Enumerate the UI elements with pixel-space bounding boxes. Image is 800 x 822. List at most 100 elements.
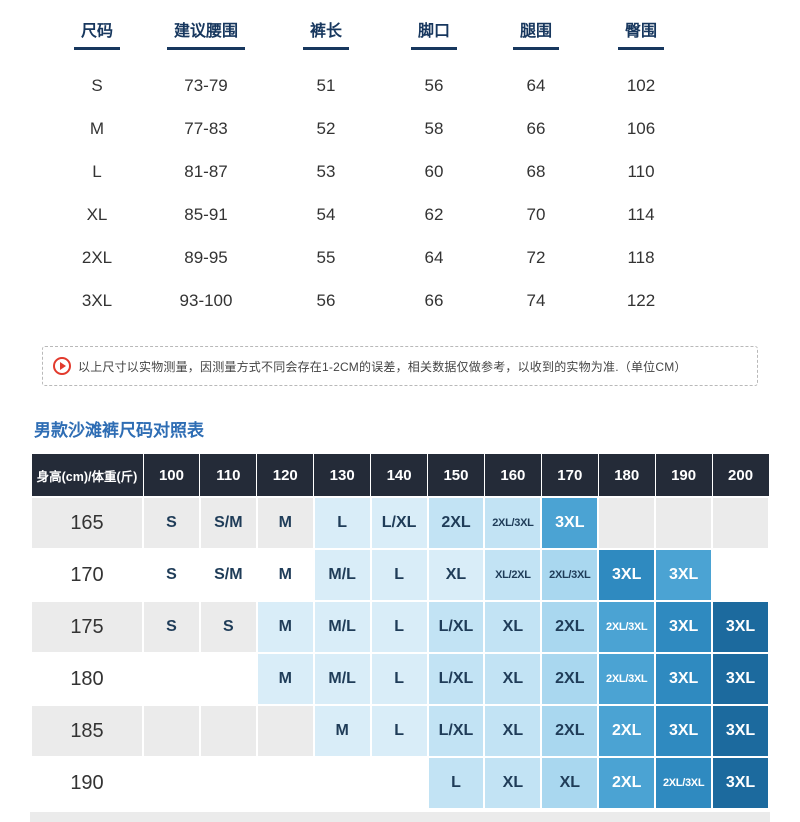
size-value-cell: 58	[424, 118, 444, 138]
matrix-size-cell: L/XL	[426, 652, 486, 706]
size-value-cell: 72	[526, 247, 546, 267]
matrix-size-cell: XL	[483, 652, 543, 706]
size-name-cell: L	[92, 161, 102, 181]
matrix-size-cell: L	[369, 600, 429, 654]
size-value-cell: 106	[626, 118, 656, 138]
size-value-cell: 62	[424, 204, 444, 224]
size-header-label: 裤长	[302, 17, 349, 50]
size-value-cell: 53	[316, 161, 336, 181]
matrix-size-cell: 3XL	[711, 704, 770, 758]
matrix-size-cell: 3XL	[540, 496, 600, 550]
size-header-label: 脚口	[410, 17, 457, 50]
matrix-weight-header: 100	[142, 453, 201, 498]
size-name-cell: 2XL	[81, 247, 113, 267]
size-header-label: 臀围	[617, 17, 664, 50]
matrix-size-cell	[142, 704, 201, 758]
size-table-header-row: 尺码 建议腰围 裤长 脚口 腿围 臀围	[52, 8, 696, 64]
size-header-cell: 腿围	[486, 8, 586, 64]
size-table-row: L 81-87 53 60 68 110	[52, 150, 696, 193]
matrix-weight-header: 130	[313, 453, 372, 498]
matrix-size-cell: 2XL	[597, 704, 657, 758]
matrix-size-cell: L	[312, 496, 372, 550]
size-table-body: S 73-79 51 56 64 102 M 77-83 52 58 66 106 L 81-87 53 60…	[52, 64, 696, 322]
matrix-size-cell: M	[255, 652, 315, 706]
size-matrix-table: 身高(cm)/体重(斤) 100 110 120 130 140 150 160 170 180 1…	[30, 453, 770, 810]
matrix-weight-header: 120	[256, 453, 315, 498]
matrix-size-cell: XL	[483, 704, 543, 758]
size-value-cell: 89-95	[184, 247, 228, 267]
size-header-label: 建议腰围	[166, 17, 245, 50]
matrix-size-cell: 3XL	[711, 600, 770, 654]
size-table: 尺码 建议腰围 裤长 脚口 腿围 臀围 S 73-79 51 56 64 102 M 77-83 52 58…	[52, 8, 696, 322]
matrix-size-cell	[198, 652, 258, 706]
size-table-row: S 73-79 51 56 64 102	[52, 64, 696, 107]
matrix-size-cell	[654, 496, 714, 550]
matrix-height-cell: 165	[30, 496, 144, 550]
matrix-size-cell: M	[312, 704, 372, 758]
matrix-row: 190 L XL XL 2XL 2XL/3XL 3XL	[30, 756, 770, 810]
matrix-height-cell: 190	[30, 756, 144, 810]
arrow-right-circle-icon	[53, 357, 71, 375]
next-row-sliver	[30, 812, 770, 822]
matrix-height-cell: 185	[30, 704, 144, 758]
size-value-cell: 114	[627, 204, 655, 224]
matrix-size-cell	[711, 548, 770, 602]
matrix-row: 175 S S M M/L L L/XL XL 2XL 2XL/3XL 3XL 3XL	[30, 600, 770, 654]
matrix-size-cell: 2XL/3XL	[597, 652, 657, 706]
matrix-size-cell: 3XL	[597, 548, 657, 602]
matrix-size-cell: S/M	[198, 548, 258, 602]
size-value-cell: 122	[626, 290, 656, 310]
size-value-cell: 56	[424, 75, 444, 95]
matrix-size-cell: 3XL	[654, 652, 714, 706]
matrix-size-cell: L	[426, 756, 486, 810]
size-name-cell: S	[91, 75, 103, 95]
matrix-size-cell: L	[369, 548, 429, 602]
size-header-cell: 建议腰围	[142, 8, 270, 64]
size-value-cell: 56	[316, 290, 336, 310]
matrix-size-cell	[255, 704, 315, 758]
matrix-size-cell: XL	[426, 548, 486, 602]
matrix-size-cell: 2XL	[540, 704, 600, 758]
size-value-cell: 52	[316, 118, 336, 138]
matrix-size-cell	[142, 652, 201, 706]
matrix-size-cell: 2XL	[540, 652, 600, 706]
size-header-cell: 脚口	[382, 8, 486, 64]
matrix-size-cell: M/L	[312, 548, 372, 602]
size-value-cell: 118	[627, 247, 655, 267]
size-value-cell: 102	[626, 75, 656, 95]
size-chart-page: 尺码 建议腰围 裤长 脚口 腿围 臀围 S 73-79 51 56 64 102 M 77-83 52 58…	[0, 8, 800, 822]
matrix-size-cell: M	[255, 496, 315, 550]
matrix-size-cell: S	[198, 600, 258, 654]
matrix-weight-header: 110	[199, 453, 258, 498]
matrix-size-cell: M/L	[312, 652, 372, 706]
matrix-weight-header: 200	[711, 453, 770, 498]
matrix-size-cell: L/XL	[369, 496, 429, 550]
size-header-label: 腿围	[512, 17, 559, 50]
matrix-size-cell: 2XL	[540, 600, 600, 654]
matrix-size-cell	[597, 496, 657, 550]
size-value-cell: 54	[316, 204, 336, 224]
matrix-weight-header: 180	[597, 453, 656, 498]
matrix-size-cell: 3XL	[654, 548, 714, 602]
matrix-size-cell: M/L	[312, 600, 372, 654]
matrix-height-cell: 170	[30, 548, 144, 602]
matrix-size-cell	[369, 756, 429, 810]
matrix-size-cell: S	[142, 600, 201, 654]
size-name-cell: M	[89, 118, 105, 138]
notice-box: 以上尺寸以实物测量，因测量方式不同会存在1-2CM的误差，相关数据仅做参考，以收…	[42, 346, 758, 386]
matrix-height-cell: 175	[30, 600, 144, 654]
matrix-size-cell: 3XL	[654, 704, 714, 758]
matrix-size-cell: L/XL	[426, 704, 486, 758]
matrix-size-cell: L	[369, 704, 429, 758]
matrix-size-cell: XL	[483, 600, 543, 654]
matrix-size-cell: XL	[483, 756, 543, 810]
size-value-cell: 66	[526, 118, 546, 138]
size-value-cell: 77-83	[184, 118, 228, 138]
size-table-row: XL 85-91 54 62 70 114	[52, 193, 696, 236]
section-title: 男款沙滩裤尺码对照表	[34, 421, 204, 440]
size-value-cell: 51	[316, 75, 336, 95]
matrix-row: 165 S S/M M L L/XL 2XL 2XL/3XL 3XL	[30, 496, 770, 550]
size-value-cell: 66	[424, 290, 444, 310]
size-table-row: M 77-83 52 58 66 106	[52, 107, 696, 150]
size-value-cell: 64	[526, 75, 546, 95]
